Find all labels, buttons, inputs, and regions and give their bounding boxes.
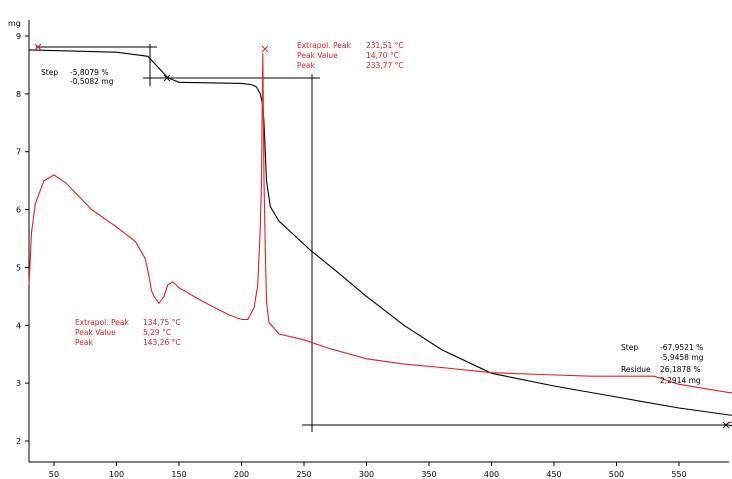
- peak1-value1: 134,75 °C: [143, 318, 181, 327]
- peak1-value3: 143,26 °C: [143, 338, 181, 347]
- y-tick-label: 8: [16, 90, 21, 99]
- x-tick-label: 350: [421, 470, 436, 479]
- peak2-value3: 233,77 °C: [366, 61, 404, 70]
- step2-value1: -67,9521 %: [660, 343, 703, 352]
- tga-curve: [28, 49, 732, 426]
- peak2-label2: Peak Value: [297, 51, 338, 60]
- y-tick-label: 6: [16, 206, 21, 215]
- y-tick-label: 9: [16, 32, 21, 41]
- y-tick-label: 5: [16, 263, 21, 272]
- x-tick-label: 50: [49, 470, 59, 479]
- step-construction-lines: [36, 44, 729, 432]
- y-axis-ticks: 2 3 4 5 6 7 8 9: [16, 32, 29, 446]
- x-tick-label: 250: [296, 470, 311, 479]
- peak2-value1: 231,51 °C: [366, 41, 404, 50]
- start-marker: [34, 43, 42, 51]
- residue-label: Residue: [621, 365, 651, 374]
- x-tick-label: 200: [234, 470, 249, 479]
- y-tick-label: 2: [16, 437, 21, 446]
- y-tick-label: 7: [16, 148, 21, 157]
- peak1-annotation: Extrapol. Peak 134,75 °C Peak Value 5,29…: [75, 318, 181, 347]
- x-tick-label: 550: [671, 470, 686, 479]
- residue-value1: 26,1878 %: [660, 365, 701, 374]
- peak2-annotation: Extrapol. Peak 231,51 °C Peak Value 14,7…: [297, 41, 404, 70]
- peak1-label3: Peak: [75, 338, 93, 347]
- step1-label: Step: [41, 68, 58, 77]
- series-lines: [28, 43, 732, 429]
- peak1-label1: Extrapol. Peak: [75, 318, 129, 327]
- peak-marker: [261, 45, 269, 53]
- x-tick-label: 450: [546, 470, 561, 479]
- y-tick-label: 3: [16, 379, 21, 388]
- peak2-label1: Extrapol. Peak: [297, 41, 351, 50]
- x-tick-label: 100: [109, 470, 124, 479]
- step1-value2: -0,5082 mg: [70, 77, 114, 86]
- x-tick-label: 300: [359, 470, 374, 479]
- peak1-label2: Peak Value: [75, 328, 116, 337]
- x-tick-label: 150: [171, 470, 186, 479]
- end-marker: [722, 421, 730, 429]
- residue-value2: 2,2914 mg: [660, 376, 701, 385]
- step2-annotation: Step -67,9521 % -5,9458 mg Residue 26,18…: [621, 343, 704, 385]
- step1-annotation: Step -5,8079 % -0,5082 mg: [41, 68, 114, 86]
- peak2-label3: Peak: [297, 61, 315, 70]
- x-tick-label: 500: [609, 470, 624, 479]
- x-tick-label: 400: [484, 470, 499, 479]
- dta-curve: [28, 53, 732, 424]
- step1-marker: [163, 74, 171, 82]
- x-axis-ticks: 50100150200250300350400450500550600: [49, 462, 687, 479]
- peak1-value2: 5,29 °C: [143, 328, 171, 337]
- step2-value2: -5,9458 mg: [660, 353, 704, 362]
- step2-label: Step: [621, 343, 638, 352]
- y-axis-unit-label: mg: [8, 19, 21, 28]
- peak2-value2: 14,70 °C: [366, 51, 399, 60]
- step1-value1: -5,8079 %: [70, 68, 108, 77]
- y-tick-label: 4: [16, 321, 21, 330]
